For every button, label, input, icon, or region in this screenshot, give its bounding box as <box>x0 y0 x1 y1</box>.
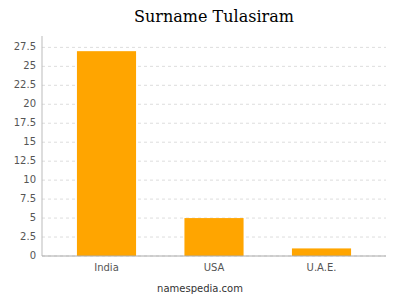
y-axis: 0 2.5 5 7.5 10 12.5 15 17.5 20 22.5 25 27.5 <box>14 36 386 261</box>
x-tick-label: India <box>94 262 119 273</box>
y-tick-label: 25 <box>23 60 36 71</box>
chart-container: 0 2.5 5 7.5 10 12.5 15 17.5 20 22.5 25 27.5 India USA… <box>0 0 400 300</box>
y-tick-label: 0 <box>30 250 36 261</box>
y-tick-label: 10 <box>23 174 36 185</box>
bar <box>292 248 351 256</box>
x-axis: India USA U.A.E. <box>42 256 386 273</box>
title: Surname Tulasiram <box>134 7 294 26</box>
x-axis-line <box>42 256 386 257</box>
y-tick-label: 20 <box>23 98 36 109</box>
footer-text: namespedia.com <box>157 283 243 294</box>
x-tick-label: U.A.E. <box>307 262 337 273</box>
y-tick-label: 12.5 <box>14 155 36 166</box>
grid-line <box>42 256 386 257</box>
y-axis-line <box>42 36 43 256</box>
y-tick-label: 17.5 <box>14 117 36 128</box>
chart: 0 2.5 5 7.5 10 12.5 15 17.5 20 22.5 25 27.5 India USA… <box>0 0 400 300</box>
y-tick-label: 22.5 <box>14 79 36 90</box>
y-tick-label: 15 <box>23 136 36 147</box>
bar <box>184 218 243 256</box>
bar <box>77 51 136 256</box>
y-tick-label: 5 <box>30 212 36 223</box>
x-tick-label: USA <box>204 262 225 273</box>
y-tick-label: 27.5 <box>14 41 36 52</box>
y-tick-label: 2.5 <box>20 231 36 242</box>
y-tick-label: 7.5 <box>20 193 36 204</box>
grid-line <box>42 47 386 48</box>
bars <box>77 51 351 256</box>
